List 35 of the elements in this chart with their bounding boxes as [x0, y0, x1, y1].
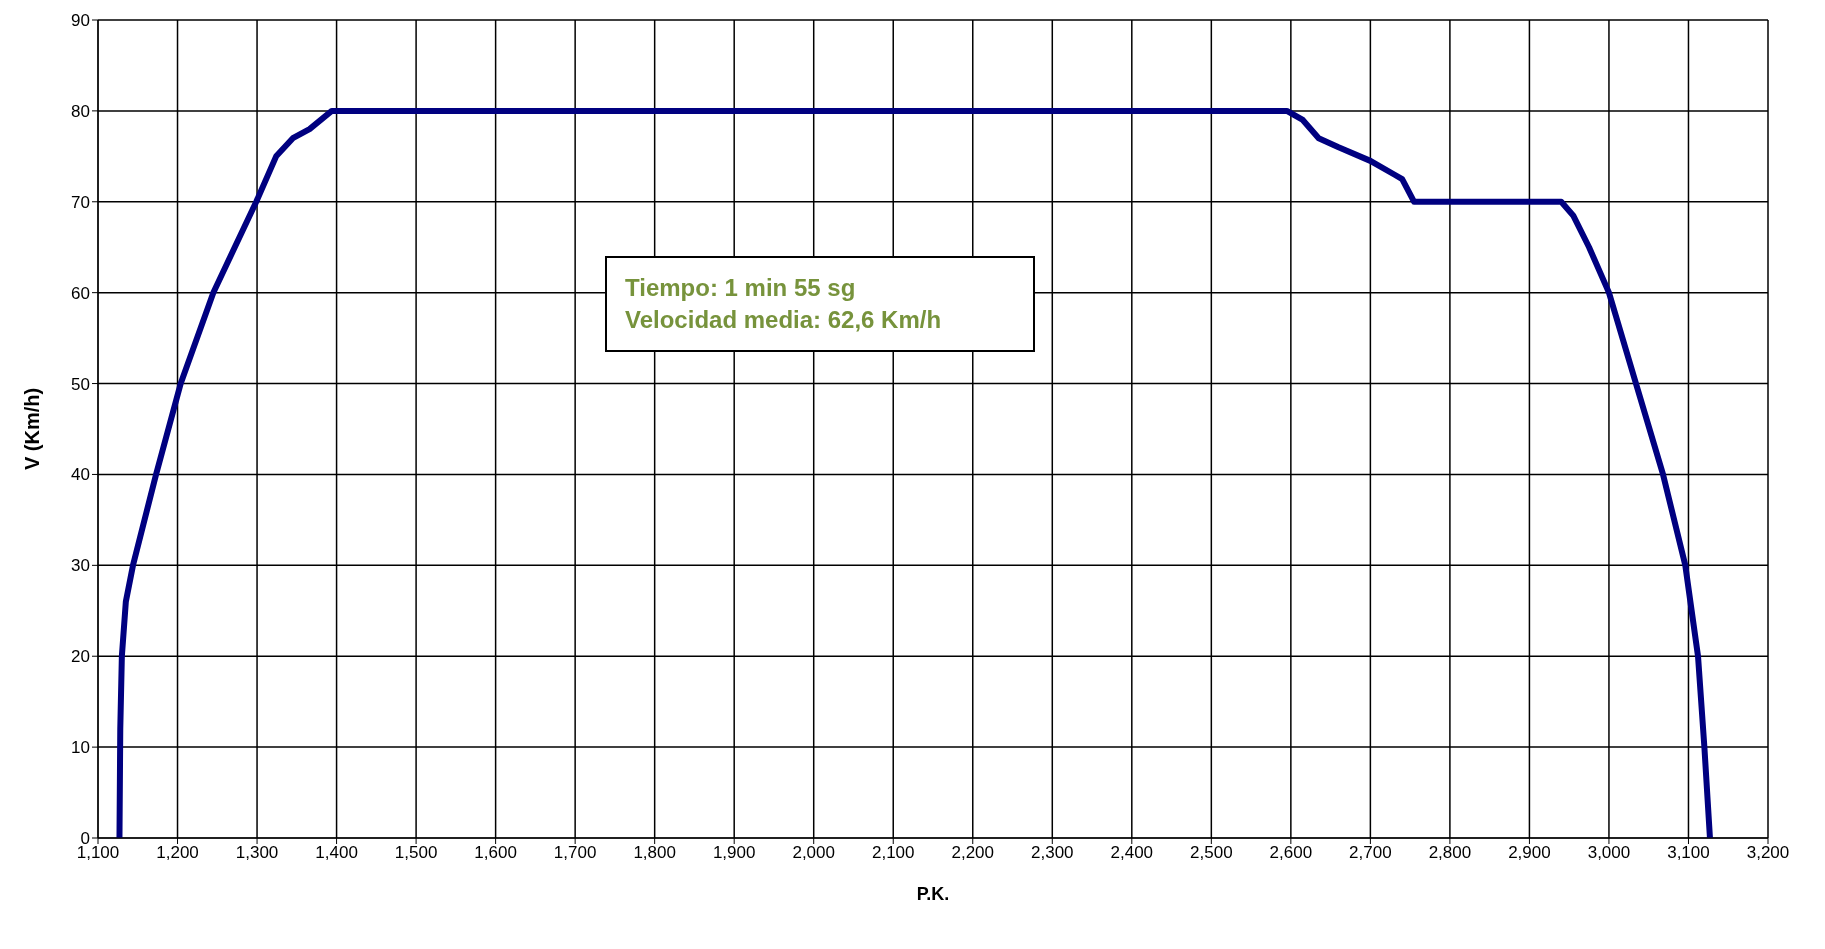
y-tick-label: 70	[71, 192, 90, 212]
x-tick-label: 1,800	[633, 843, 676, 863]
y-axis-title: V (Km/h)	[21, 387, 44, 471]
x-tick-label: 2,100	[871, 843, 915, 863]
y-tick-label: 10	[71, 738, 90, 758]
y-tick-label: 90	[71, 11, 90, 31]
x-tick-label: 1,300	[235, 843, 279, 863]
x-tick-label: 3,100	[1667, 843, 1710, 863]
x-tick-label: 2,500	[1190, 843, 1233, 863]
y-tick-label: 30	[71, 556, 90, 576]
x-tick-label: 2,900	[1508, 843, 1551, 863]
annotation: Velocidad media: 62,6 Km/h	[625, 305, 943, 335]
x-tick-label: 2,700	[1349, 843, 1392, 863]
y-tick-label: 50	[71, 374, 90, 394]
x-tick-label: 1,700	[553, 843, 597, 863]
x-tick-label: 2,800	[1428, 843, 1472, 863]
x-tick-label: 2,600	[1269, 843, 1313, 863]
x-tick-label: 1,200	[156, 843, 199, 863]
x-tick-label: 2,400	[1110, 843, 1154, 863]
x-axis-title: P.K.	[916, 884, 950, 904]
x-tick-label: 2,000	[792, 843, 835, 863]
x-tick-label: 3,200	[1746, 843, 1790, 863]
x-tick-label: 2,200	[951, 843, 995, 863]
text-box: Tiempo: 1 min 55 sg Velocidad media: 62,6 Km/h	[605, 256, 1035, 352]
x-tick-label: 1,400	[315, 843, 358, 863]
x-tick-label: 1,900	[712, 843, 756, 863]
annotation: Tiempo: 1 min 55 sg	[625, 273, 857, 303]
x-tick-label: 2,300	[1031, 843, 1074, 863]
y-tick-label: 40	[71, 465, 90, 485]
x-tick-label: 1,500	[394, 843, 438, 863]
y-tick-label: 20	[71, 647, 90, 667]
x-tick-label: 1,600	[474, 843, 517, 863]
x-tick-label: 3,000	[1587, 843, 1631, 863]
y-tick-label: 80	[71, 101, 90, 121]
y-tick-label: 60	[71, 283, 90, 303]
